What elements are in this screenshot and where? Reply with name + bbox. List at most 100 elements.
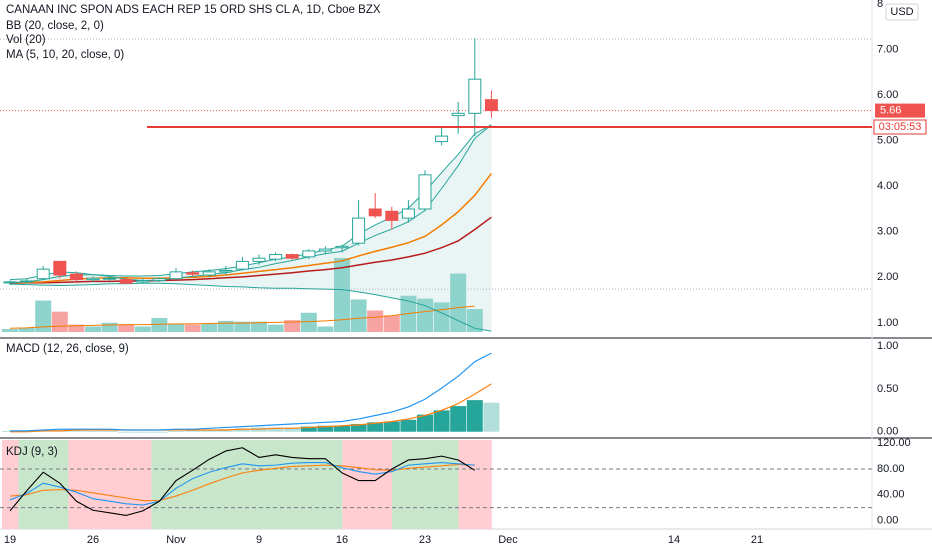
candle [219, 265, 233, 276]
candle-body [285, 254, 299, 259]
candle-body [69, 273, 83, 281]
volume-bar [184, 324, 201, 332]
candle [484, 90, 498, 118]
candle-body [3, 281, 17, 284]
candle [86, 276, 100, 282]
time-axis-tick-label: Dec [498, 534, 518, 546]
volume-bar [51, 311, 68, 332]
macd-axis-tick-label: 1.00 [877, 340, 898, 352]
macd-legend: MACD (12, 26, close, 9) [6, 343, 129, 355]
time-axis-tick-label: 14 [668, 534, 680, 546]
volume-bar [118, 324, 135, 332]
countdown-badge [873, 119, 927, 135]
macd-histogram-bar [284, 427, 301, 432]
candle-body [152, 278, 166, 282]
bb-legend: BB (20, close, 2, 0) [6, 20, 104, 32]
candle-body [20, 280, 34, 283]
candle [335, 244, 349, 253]
candle-body [136, 280, 150, 283]
time-axis-tick-label: 21 [751, 534, 763, 546]
candle [235, 256, 249, 271]
candle [435, 127, 449, 146]
candle-body [368, 208, 382, 217]
kdj-axis-tick-label: 80.00 [877, 463, 905, 475]
volume-bar [334, 258, 350, 332]
macd-histogram-bar [85, 430, 101, 432]
symbol-title: CANAAN INC SPON ADS EACH REP 15 ORD SHS … [6, 4, 381, 16]
vol-legend: Vol (20) [6, 34, 46, 46]
candle-body [269, 254, 283, 260]
candle-body [318, 248, 332, 252]
candle [352, 199, 366, 246]
macd-histogram-bar [450, 406, 467, 432]
candle [468, 38, 482, 137]
volume-bar [168, 323, 184, 332]
volume-bar [450, 273, 467, 332]
volume-bar [134, 326, 151, 332]
kdj-axis-tick-label: 120.00 [877, 437, 911, 449]
volume-bar [18, 327, 35, 332]
volume-bar [433, 302, 450, 332]
kdj-shading-band [2, 440, 19, 529]
candle-body [36, 268, 50, 280]
candle [36, 265, 50, 280]
candle-body [352, 217, 366, 244]
macd-histogram-bar [300, 426, 317, 432]
price-axis-tick-label: 4.00 [877, 180, 898, 192]
macd-histogram-bar [466, 400, 483, 432]
candle-body [302, 250, 316, 258]
candle [136, 278, 150, 284]
macd-histogram-bar [234, 428, 251, 432]
macd-histogram-bar [483, 402, 500, 432]
candle-body [235, 260, 249, 270]
volume-bar [151, 317, 168, 332]
kdj-legend: KDJ (9, 3) [6, 446, 58, 458]
volume-bar [350, 299, 367, 332]
volume-bar [2, 329, 18, 332]
macd-histogram-bar [367, 422, 384, 432]
candle [202, 269, 216, 278]
volume-bar [201, 323, 218, 332]
candle [318, 246, 332, 255]
time-axis-tick-label: 16 [336, 534, 348, 546]
candle [186, 270, 200, 276]
macd-histogram-bar [334, 425, 350, 432]
time-axis-tick-label: 9 [256, 534, 262, 546]
volume-bar [68, 324, 85, 332]
candle [302, 249, 316, 260]
price-axis-tick-label: 5.00 [877, 135, 898, 147]
candle [69, 271, 83, 282]
time-axis-tick-label: 23 [419, 534, 431, 546]
kdj-axis-tick-label: 40.00 [877, 489, 905, 501]
price-axis-tick-label: 8 [877, 0, 883, 10]
kdj-shading-band [392, 440, 459, 529]
candle [53, 260, 67, 279]
time-axis-tick-label: 19 [4, 534, 16, 546]
macd-signal-line [10, 383, 492, 433]
kdj-k-line [9, 462, 475, 506]
candle-body [219, 270, 233, 273]
countdown-label: 03:05:53 [879, 121, 922, 133]
currency-label: USD [890, 6, 913, 18]
macd-histogram-bar [267, 427, 284, 432]
price-axis-tick-label: 2.00 [877, 271, 898, 283]
candle [451, 101, 465, 134]
candle [269, 252, 283, 262]
candle [401, 199, 415, 223]
candle-body [385, 210, 399, 221]
candle [285, 253, 299, 261]
candle-body [418, 174, 432, 210]
kdj-axis-tick-label: 0.00 [877, 514, 898, 526]
candle-body [484, 99, 498, 112]
volume-bar [300, 312, 317, 332]
candle-body [435, 135, 449, 143]
macd-histogram-bar [201, 430, 218, 432]
candle [152, 277, 166, 282]
kdj-j-line [9, 447, 476, 516]
volume-ma-line [9, 305, 475, 329]
macd-histogram-bar [417, 414, 433, 432]
macd-axis-tick-label: 0.50 [877, 383, 898, 395]
ma20-line [9, 216, 492, 285]
kdj-shading-band [458, 440, 492, 529]
candle [169, 268, 183, 280]
